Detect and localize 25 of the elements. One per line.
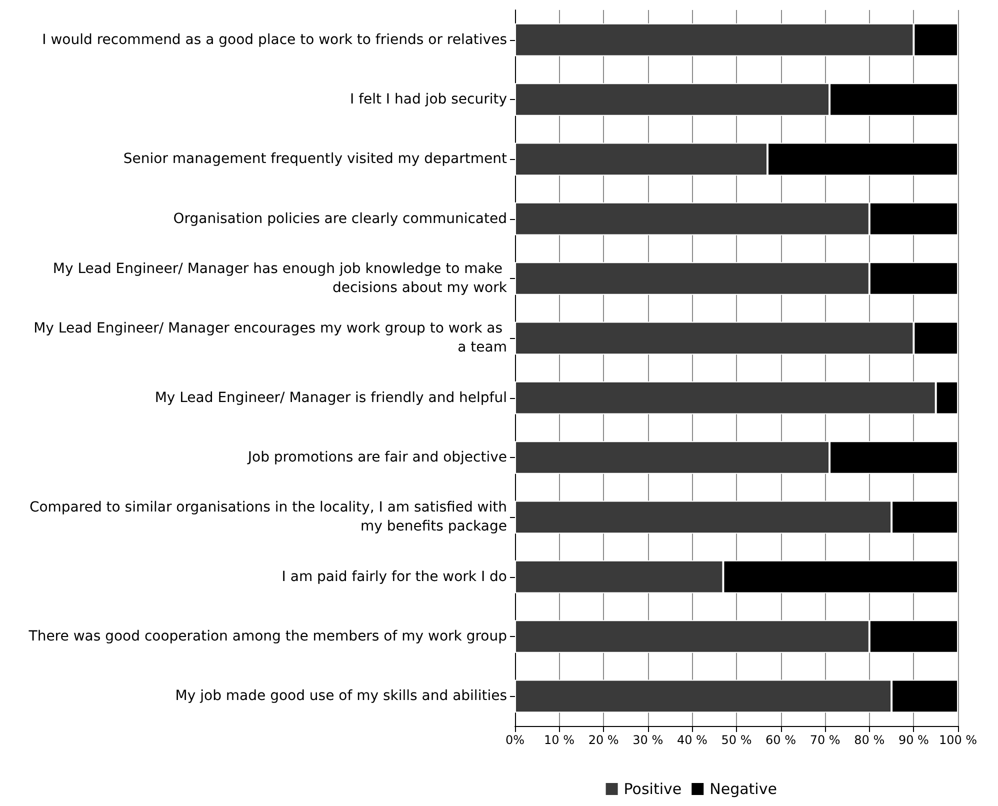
legend-label: Negative bbox=[710, 780, 777, 798]
x-tick-label: 60 % bbox=[766, 733, 796, 747]
y-tick-label: There was good cooperation among the members of my work group bbox=[28, 628, 508, 644]
y-tick-label: Senior management frequently visited my department bbox=[123, 151, 508, 168]
legend-label: Positive bbox=[624, 780, 682, 798]
y-tick-label: Job promotions are fair and objective bbox=[246, 450, 507, 466]
y-tick-label: My Lead Engineer/ Manager has enough job knowledge to make decisions about my work bbox=[52, 261, 508, 296]
x-tick-label: 80 % bbox=[854, 733, 885, 747]
x-tick-label: 100 % bbox=[938, 733, 978, 747]
y-tick-label: Compared to similar organisations in the locality, I am satisfied with my benefits package bbox=[29, 500, 507, 535]
x-tick-label: 20 % bbox=[588, 733, 619, 747]
y-tick-label: My Lead Engineer/ Manager encourages my work group to work as a team bbox=[34, 320, 507, 356]
x-tick-label: 0% bbox=[505, 733, 525, 747]
x-tick-label: 50 % bbox=[721, 733, 752, 747]
x-tick-label: 30 % bbox=[632, 733, 664, 747]
y-tick-label: My Lead Engineer/ Manager is friendly and helpful bbox=[154, 390, 507, 406]
y-tick-label: I am paid fairly for the work I do bbox=[282, 568, 507, 585]
y-tick-label: Organisation policies are clearly communicated bbox=[173, 210, 507, 227]
y-tick-label: My job made good use of my skills and abilities bbox=[175, 688, 507, 704]
y-tick-label: I felt I had job security bbox=[350, 92, 507, 108]
x-tick-label: 70 % bbox=[810, 733, 840, 747]
x-tick-label: 10 % bbox=[544, 733, 575, 747]
y-tick-label: I would recommend as a good place to work to friends or relatives bbox=[42, 32, 507, 48]
x-tick-label: 90 % bbox=[898, 733, 929, 747]
x-tick-label: 40 % bbox=[676, 733, 708, 747]
